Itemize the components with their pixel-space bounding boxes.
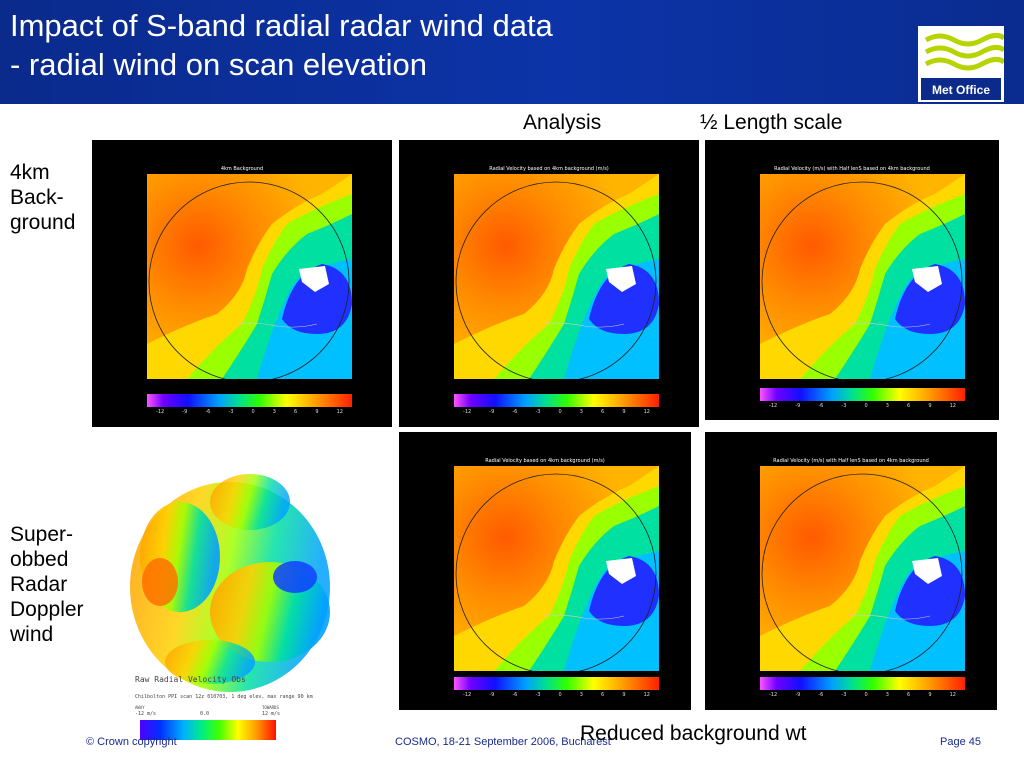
obs-title: Raw Radial Velocity Obs — [135, 675, 246, 684]
half-length-bottom-panel: Radial Velocity (m/s) with Half lenS bas… — [705, 432, 997, 710]
colorbar — [454, 677, 659, 690]
colorbar-ticks: -12 -9 -6 -3 0 3 6 9 12 — [769, 692, 956, 698]
footer-event: COSMO, 18-21 September 2006, Bucharest — [395, 736, 611, 748]
wind-field-plot — [760, 466, 965, 671]
logo-text: Met Office — [932, 83, 990, 97]
colorbar — [760, 388, 965, 401]
colorbar-ticks: -12 -9 -6 -3 0 3 6 9 12 — [769, 403, 956, 409]
colorbar-ticks: -12 -9 -6 -3 0 3 6 9 12 — [156, 409, 343, 415]
obs-towards-label: TOWARDS — [262, 705, 279, 710]
wind-field-plot — [454, 466, 659, 671]
panel-title: Radial Velocity based on 4km background … — [489, 166, 609, 172]
analysis-bottom-panel: Radial Velocity based on 4km background … — [399, 432, 691, 710]
title-line-1: Impact of S-band radial radar wind data — [10, 8, 553, 43]
wind-field-plot — [147, 174, 352, 379]
wind-field-plot — [454, 174, 659, 379]
obs-away-label: AWAY — [135, 705, 145, 710]
superobbed-row-label: Super- obbed Radar Doppler wind — [10, 523, 84, 646]
colorbar — [147, 394, 352, 407]
half-length-top-panel: Radial Velocity (m/s) with Half lenS bas… — [705, 140, 999, 420]
obs-zero-value: 0.0 — [200, 711, 210, 717]
colorbar-ticks: -12 -9 -6 -3 0 3 6 9 12 — [463, 409, 650, 415]
obs-away-value: -12 m/s — [135, 711, 157, 717]
analysis-top-panel: Radial Velocity based on 4km background … — [399, 140, 699, 427]
panel-title: 4km Background — [220, 166, 264, 172]
analysis-column-label: Analysis — [523, 111, 602, 134]
title-bar: Impact of S-band radial radar wind data … — [0, 0, 1024, 104]
colorbar-ticks: -12 -9 -6 -3 0 3 6 9 12 — [463, 692, 650, 698]
background-row-label: 4km Back- ground — [10, 161, 76, 234]
obs-towards-value: 12 m/s — [262, 711, 281, 717]
reduced-background-caption: Reduced background wt — [580, 722, 807, 745]
colorbar — [454, 394, 659, 407]
title-line-2: - radial wind on scan elevation — [10, 47, 428, 82]
radar-obs-plot — [130, 474, 330, 692]
background-panel: 4km Background -12 -9 -6 -3 0 3 6 9 12 — [92, 140, 392, 427]
slide-title: Impact of S-band radial radar wind data … — [10, 6, 553, 84]
wind-field-plot — [760, 174, 965, 379]
panel-title: Radial Velocity (m/s) with Half lenS bas… — [774, 166, 930, 172]
half-length-column-label: ½ Length scale — [700, 111, 843, 134]
panel-title: Radial Velocity (m/s) with Half lenS bas… — [773, 458, 929, 464]
wave-logo-icon — [924, 32, 1004, 71]
colorbar — [760, 677, 965, 690]
obs-subtitle: Chilbolton PPI scan 12z 010703, 1 deg el… — [135, 694, 313, 700]
footer-copyright: © Crown copyright — [86, 736, 177, 748]
panel-title: Radial Velocity based on 4km background … — [485, 458, 605, 464]
met-office-logo: Met Office — [918, 26, 1004, 102]
footer-page-number: Page 45 — [940, 736, 981, 748]
obs-colorbar — [140, 720, 276, 740]
